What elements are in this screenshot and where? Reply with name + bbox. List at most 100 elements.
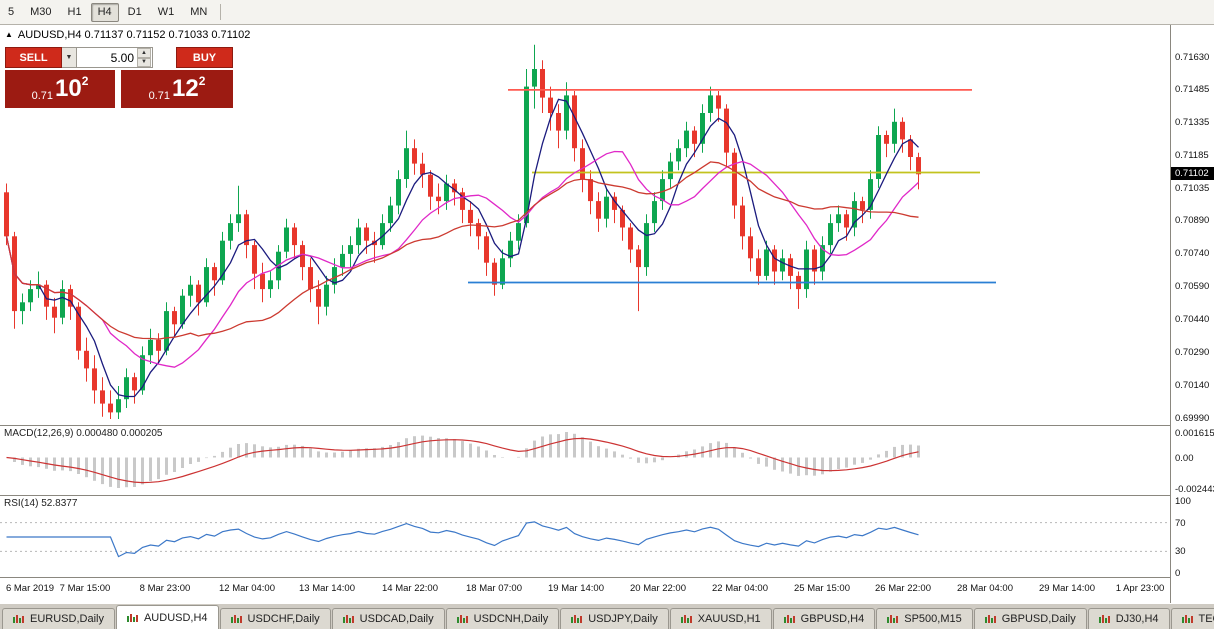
price-axis-label: 0.71035 (1175, 182, 1210, 194)
chart-title: ▲ AUDUSD,H4 0.71137 0.71152 0.71033 0.71… (5, 29, 250, 41)
buy-price-display[interactable]: 0.71 12 2 (121, 70, 233, 108)
time-axis-label: 20 Mar 22:00 (630, 583, 686, 594)
chart-tab-tech100-h1[interactable]: TECH100,H1 (1170, 608, 1214, 629)
price-axis-label: 0.71630 (1175, 52, 1210, 63)
sell-button[interactable]: SELL (5, 47, 62, 68)
buy-button[interactable]: BUY (176, 47, 233, 68)
timeframe-button-M30[interactable]: M30 (30, 5, 52, 18)
spinner-up-button[interactable]: ▲ (137, 48, 151, 58)
candlestick-chart[interactable] (0, 25, 1170, 425)
main-chart-panel: ▲ AUDUSD,H4 0.71137 0.71152 0.71033 0.71… (0, 25, 1170, 425)
timeframe-button-W1[interactable]: W1 (157, 5, 175, 18)
trade-controls-row: SELL ▼ ▲ ▼ BUY (5, 47, 233, 68)
chart-tab-gbpusd-h4[interactable]: GBPUSD,H4 (772, 608, 876, 629)
sell-price-display[interactable]: 0.71 10 2 (5, 70, 115, 108)
volume-field-group: ▲ ▼ (77, 47, 153, 68)
timeframe-button-MN[interactable]: MN (190, 5, 208, 18)
tab-label: XAUUSD,H1 (697, 613, 761, 625)
chart-tab-eurusd-daily[interactable]: EURUSD,Daily (2, 608, 115, 629)
tab-label: GBPUSD,H4 (800, 613, 865, 625)
toolbar-separator (220, 4, 222, 20)
chart-tab-usdcad-daily[interactable]: USDCAD,Daily (331, 608, 445, 629)
macd-panel: MACD(12,26,9) 0.000480 0.000205 (0, 425, 1170, 495)
chart-tab-usdjpy-daily[interactable]: USDJPY,Daily (560, 608, 669, 629)
price-axis-label: 0.69990 (1175, 413, 1210, 424)
time-axis-label: 25 Mar 15:00 (794, 583, 850, 594)
mini-chart-icon (680, 614, 693, 624)
timeframe-button-D1[interactable]: D1 (127, 5, 142, 18)
spinner-down-button[interactable]: ▼ (137, 57, 151, 67)
mini-chart-icon (342, 614, 355, 624)
mini-chart-icon (230, 614, 243, 624)
price-axis-label: 0.70740 (1175, 247, 1210, 259)
volume-spinner: ▲ ▼ (137, 48, 151, 67)
volume-dropdown-button[interactable]: ▼ (62, 47, 77, 68)
chart-tab-usdchf-daily[interactable]: USDCHF,Daily (219, 608, 331, 629)
rsi-chart[interactable] (0, 496, 1170, 577)
macd-axis-label: 0.00 (1175, 452, 1194, 464)
macd-chart[interactable] (0, 426, 1170, 495)
current-price-tag: 0.71102 (1171, 167, 1214, 181)
mini-chart-icon (571, 614, 583, 624)
price-axis-label: 0.70290 (1175, 346, 1210, 358)
time-axis-label: 29 Mar 14:00 (1039, 583, 1095, 594)
chart-tab-usdcnh-daily[interactable]: USDCNH,Daily (445, 608, 560, 629)
time-axis-label: 1 Apr 23:00 (1115, 583, 1165, 594)
volume-input[interactable] (77, 48, 137, 67)
price-axis-label: 0.71485 (1175, 83, 1210, 95)
price-axis-label: 0.71185 (1175, 149, 1209, 161)
chart-tab-bar: EURUSD,Daily AUDUSD,H4 USDCHF,Daily USDCAD,… (0, 603, 1214, 629)
price-axis[interactable]: 0.71630 0.71485 0.71335 0.71185 0.71035 0.708… (1170, 25, 1214, 603)
timeframe-button-H4[interactable]: H4 (90, 2, 119, 22)
price-axis-label: 0.70140 (1175, 379, 1210, 391)
price-axis-label: 0.70590 (1175, 280, 1210, 292)
timeframe-button-H1[interactable]: H1 (67, 5, 82, 18)
chart-tab-gbpusd-daily[interactable]: GBPUSD,Daily (973, 608, 1087, 629)
sell-price-pips: 10 (55, 75, 82, 102)
time-axis-label: 26 Mar 22:00 (875, 583, 931, 594)
time-axis-label: 13 Mar 14:00 (299, 583, 355, 594)
chart-window: ▲ AUDUSD,H4 0.71137 0.71152 0.71033 0.71… (0, 25, 1214, 603)
rsi-label: RSI(14) 52.8377 (4, 498, 78, 509)
price-axis-label: 0.70890 (1175, 214, 1210, 226)
mini-chart-icon (887, 614, 899, 624)
mini-chart-icon (783, 614, 796, 624)
chart-tab-dj30-h4[interactable]: DJ30,H4 (1087, 608, 1170, 629)
chart-panels: ▲ AUDUSD,H4 0.71137 0.71152 0.71033 0.71… (0, 25, 1170, 603)
rsi-axis-label: 100 (1175, 496, 1191, 507)
time-axis-label: 22 Mar 04:00 (712, 583, 768, 594)
tab-label: USDJPY,Daily (588, 613, 658, 625)
macd-axis-label: 0.001615 (1175, 428, 1214, 439)
time-axis-label: 6 Mar 2019 (5, 583, 55, 594)
chart-tab-xauusd-h1[interactable]: XAUUSD,H1 (669, 608, 772, 629)
sell-price-pipette: 2 (81, 74, 89, 88)
time-axis-label: 18 Mar 07:00 (466, 583, 522, 594)
time-axis-label: 12 Mar 04:00 (219, 583, 275, 594)
tab-label: SP500,M15 (904, 613, 962, 625)
macd-axis-label: -0.002443 (1175, 484, 1214, 495)
chart-tab-sp500-m15[interactable]: SP500,M15 (876, 608, 973, 629)
tab-label: AUDUSD,H4 (143, 611, 208, 624)
time-axis-label: 28 Mar 04:00 (957, 583, 1013, 594)
tab-label: EURUSD,Daily (30, 613, 104, 625)
time-axis-label: 14 Mar 22:00 (382, 583, 438, 594)
mini-chart-icon (1181, 614, 1194, 624)
rsi-axis-label: 30 (1175, 546, 1186, 558)
mini-chart-icon (13, 614, 25, 624)
price-axis-label: 0.71335 (1175, 116, 1210, 128)
sell-price-base: 0.71 (31, 90, 54, 102)
symbol-marker-icon: ▲ (5, 30, 13, 39)
price-axis-label: 0.70440 (1175, 313, 1210, 325)
tab-label: USDCHF,Daily (247, 613, 320, 625)
timeframe-toolbar: 5 M30 H1 H4 D1 W1 MN (0, 0, 1214, 25)
time-axis-label: 8 Mar 23:00 (139, 583, 191, 594)
rsi-axis-label: 0 (1175, 568, 1181, 579)
tab-label: DJ30,H4 (1115, 613, 1159, 625)
tab-label: USDCAD,Daily (359, 613, 434, 625)
time-axis[interactable]: 6 Mar 2019 7 Mar 15:00 8 Mar 23:00 12 Mar 0… (0, 577, 1170, 603)
timeframe-button-5[interactable]: 5 (8, 5, 15, 18)
time-axis-label: 7 Mar 15:00 (59, 583, 111, 594)
chart-tab-audusd-h4[interactable]: AUDUSD,H4 (115, 605, 219, 629)
rsi-axis-label: 70 (1175, 517, 1186, 529)
